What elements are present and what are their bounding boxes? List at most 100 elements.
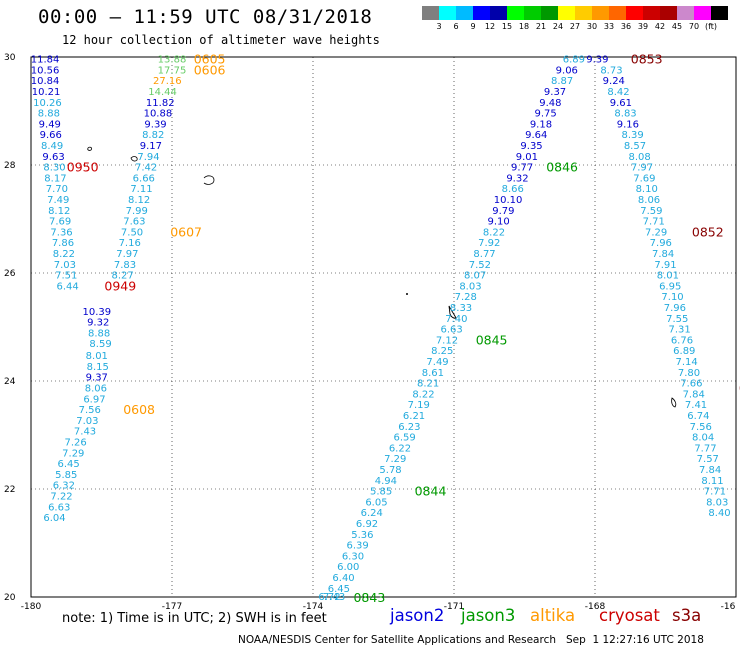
swh-value: 8.21	[417, 379, 439, 390]
swh-value: 9.63	[42, 152, 64, 163]
color-scale-label: 70	[688, 22, 700, 31]
swh-value: 7.97	[631, 163, 653, 174]
pass-time-label: 0852	[692, 224, 724, 239]
swh-value: 8.49	[41, 141, 63, 152]
swh-value: 8.12	[128, 195, 150, 206]
swh-value: 8.01	[86, 351, 108, 362]
pass-time-label: 0949	[104, 278, 136, 293]
color-swatch	[643, 6, 660, 20]
swh-value: 7.56	[79, 405, 101, 416]
lon-tick-label: -174	[303, 602, 324, 612]
swh-value: 7.70	[46, 184, 68, 195]
swh-value: 7.77	[694, 443, 716, 454]
pass-time-label: 0846	[546, 160, 578, 175]
color-swatch	[660, 6, 677, 20]
swh-value: 6.00	[337, 562, 359, 573]
swh-value: 7.69	[49, 217, 71, 228]
swh-value: 8.88	[88, 328, 110, 339]
legend-s3a: s3a	[672, 606, 702, 625]
swh-value: 6.74	[687, 411, 709, 422]
footer-timestamp: Sep 1 12:27:16 UTC 2018	[566, 634, 704, 646]
swh-value: 8.30	[43, 163, 65, 174]
swh-value: 6.92	[356, 519, 378, 530]
swh-value: 7.03	[54, 260, 76, 271]
swh-value: 8.40	[708, 508, 730, 519]
color-swatch	[524, 6, 541, 20]
swh-value: 10.10	[494, 195, 523, 206]
swh-value: 9.16	[617, 119, 639, 130]
swh-value: 9.06	[556, 65, 578, 76]
swh-value: 9.18	[530, 119, 552, 130]
swh-value: 6.45	[57, 459, 79, 470]
color-swatch	[592, 6, 609, 20]
swh-value: 8.17	[44, 173, 66, 184]
swh-value: 7.40	[445, 314, 467, 325]
pass-time-label: 0950	[67, 160, 99, 175]
legend-cryosat: cryosat	[599, 606, 660, 625]
color-swatch	[575, 6, 592, 20]
swh-value: 7.52	[469, 260, 491, 271]
swh-value: 8.03	[706, 497, 728, 508]
swh-value: 8.06	[638, 195, 660, 206]
swh-value: 7.84	[652, 249, 674, 260]
swh-value: 7.14	[676, 357, 698, 368]
swh-value: 8.22	[412, 389, 434, 400]
color-swatch	[541, 6, 558, 20]
color-swatch	[473, 6, 490, 20]
swh-value: 6.89	[673, 346, 695, 357]
swh-value: 8.04	[692, 433, 714, 444]
map-frame	[30, 56, 737, 598]
color-swatch	[609, 6, 626, 20]
swh-value: 7.63	[123, 217, 145, 228]
color-swatch	[422, 6, 439, 20]
swh-value: 8.01	[657, 271, 679, 282]
swh-value: 6.05	[365, 497, 387, 508]
swh-value: 8.87	[551, 76, 573, 87]
swh-value: 7.80	[678, 368, 700, 379]
swh-value: 7.51	[55, 271, 77, 282]
lat-tick-label: 20	[4, 593, 16, 603]
swh-value: 8.03	[459, 281, 481, 292]
swh-value: 6.59	[394, 433, 416, 444]
swh-value: 9.48	[539, 98, 561, 109]
swh-value: 9.35	[520, 141, 542, 152]
swh-value: 6.32	[53, 481, 75, 492]
color-swatch	[439, 6, 456, 20]
color-scale-label: 9	[470, 22, 476, 31]
swh-value: 8.10	[636, 184, 658, 195]
color-scale-label: 15	[501, 22, 513, 31]
swh-value: 7.22	[50, 491, 72, 502]
swh-value: 5.78	[379, 465, 401, 476]
pass-time-label: 0607	[170, 224, 202, 239]
swh-value: 7.69	[633, 173, 655, 184]
axis-ticks: -180 -177 -174 -171 -168 -16 30 28 26 24 22 20	[4, 53, 736, 612]
swh-value: 7.43	[323, 592, 345, 603]
color-swatch	[490, 6, 507, 20]
swh-value: 7.29	[62, 448, 84, 459]
page-title: 00:00 – 11:59 UTC 08/31/2018	[38, 6, 373, 28]
swh-value: 7.43	[74, 427, 96, 438]
lat-tick-label: 22	[4, 485, 15, 495]
color-swatch	[558, 6, 575, 20]
pass-time-label: 0853	[631, 52, 663, 67]
legend-altika: altika	[530, 606, 576, 625]
color-scale-label: 45	[671, 22, 683, 31]
swh-value: 8.88	[38, 109, 60, 120]
swh-value: 9.32	[506, 173, 528, 184]
lon-tick-label: -177	[162, 602, 182, 612]
island-shape	[130, 156, 138, 162]
color-scale-label: 33	[603, 22, 615, 31]
swh-value: 6.44	[57, 281, 79, 292]
swh-value: 8.59	[89, 339, 111, 350]
lat-tick-label: 30	[4, 53, 16, 63]
swh-value: 7.41	[685, 400, 707, 411]
swh-value: 8.12	[48, 206, 70, 217]
swh-value: 6.63	[48, 502, 70, 513]
pass-time-label: 0606	[194, 62, 226, 77]
swh-value: 9.37	[86, 373, 108, 384]
swh-value: 6.97	[83, 394, 105, 405]
island-shape	[406, 293, 408, 295]
swh-value: 8.22	[53, 249, 75, 260]
swh-value: 27.16	[153, 76, 182, 87]
